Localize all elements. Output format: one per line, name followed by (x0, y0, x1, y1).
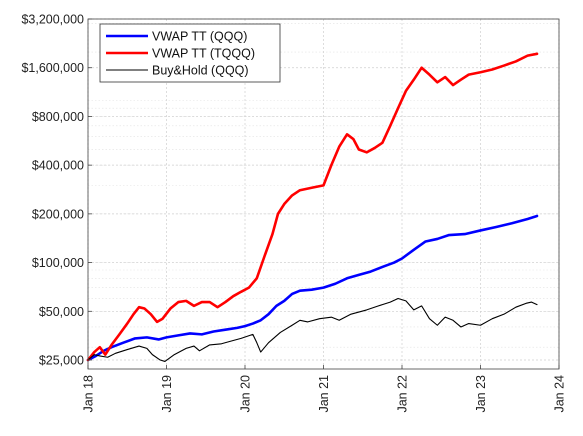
series-line-vwap-tt-tqqq (86, 52, 539, 362)
y-tick-label: $25,000 (39, 354, 84, 368)
x-tick-label: Jan 24 (553, 375, 567, 413)
ticks: $25,000 $50,000 $100,000 $200,000 $400,000 $8… (21, 13, 566, 413)
y-tick-label: $50,000 (39, 305, 84, 319)
y-tick-label: $1,600,000 (21, 61, 84, 75)
series-layer (86, 52, 539, 362)
y-tick-label: $400,000 (32, 159, 84, 173)
x-tick-label: Jan 21 (317, 375, 331, 413)
x-tick-label: Jan 23 (474, 375, 488, 413)
y-tick-label: $800,000 (32, 110, 84, 124)
y-tick-label: $100,000 (32, 256, 84, 270)
legend-label-vwap-tt-qqq: VWAP TT (QQQ) (152, 30, 247, 44)
x-tick-label: Jan 22 (396, 375, 410, 413)
legend: VWAP TT (QQQ) VWAP TT (TQQQ) Buy&Hold (QQQ… (99, 23, 281, 83)
legend-label-vwap-tt-tqqq: VWAP TT (TQQQ) (152, 47, 255, 61)
x-tick-label: Jan 19 (160, 375, 174, 413)
y-tick-label: $200,000 (32, 207, 84, 221)
series-line-vwap-tt-qqq (86, 214, 539, 362)
x-tick-label: Jan 20 (239, 375, 253, 413)
series-line-buy-hold-qqq (87, 297, 538, 362)
x-tick-label: Jan 18 (82, 375, 96, 413)
y-tick-label: $3,200,000 (21, 13, 84, 27)
legend-label-buy-hold-qqq: Buy&Hold (QQQ) (152, 64, 249, 78)
